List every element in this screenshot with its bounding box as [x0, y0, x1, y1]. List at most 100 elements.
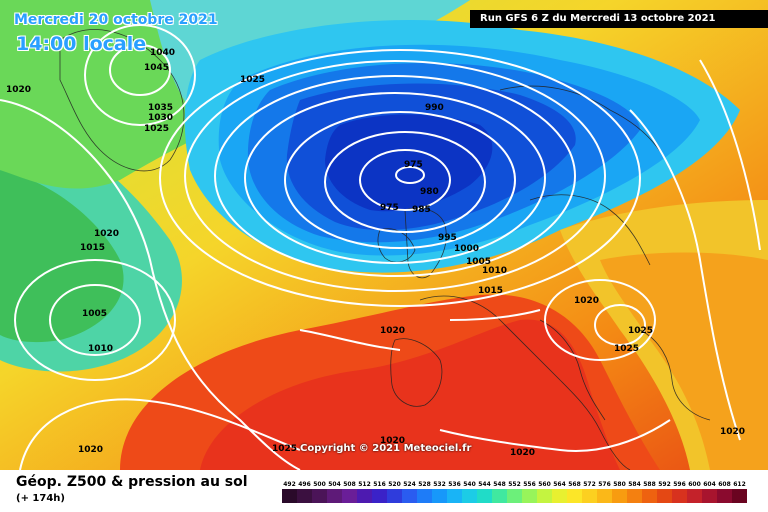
isobar-label: 1015: [80, 243, 105, 253]
isobar-label: 975: [404, 160, 423, 170]
scale-tick-label: 548: [493, 481, 506, 488]
scale-tick-label: 576: [598, 481, 611, 488]
scale-swatch: [657, 489, 672, 503]
scale-tick-label: 524: [403, 481, 416, 488]
scale-swatch: [462, 489, 477, 503]
color-scale: 492 496 500 504 508 512 516 520 524 528 532 536 540 5…: [282, 481, 747, 503]
scale-tick-label: 520: [388, 481, 401, 488]
scale-tick-label: 604: [703, 481, 716, 488]
scale-swatch: [672, 489, 687, 503]
scale-tick-label: 588: [643, 481, 656, 488]
scale-swatch: [492, 489, 507, 503]
scale-swatch: [597, 489, 612, 503]
isobar-label: 995: [438, 233, 457, 243]
scale-swatch: [717, 489, 732, 503]
scale-swatch: [282, 489, 297, 503]
isobar-label: 1020: [574, 296, 599, 306]
isobar-label: 1035: [148, 103, 173, 113]
scale-tick-label: 564: [553, 481, 566, 488]
scale-swatch: [732, 489, 747, 503]
isobar-label: 1005: [466, 257, 491, 267]
scale-tick-label: 504: [328, 481, 341, 488]
scale-swatch: [297, 489, 312, 503]
scale-swatch: [432, 489, 447, 503]
scale-swatch: [627, 489, 642, 503]
isobar-label: 1020: [510, 448, 535, 458]
east-orange: [600, 252, 768, 470]
scale-swatch: [702, 489, 717, 503]
scale-tick-label: 492: [283, 481, 296, 488]
isobar-label: 1020: [94, 229, 119, 239]
scale-tick-label: 608: [718, 481, 731, 488]
west-green-core: [0, 170, 124, 343]
scale-swatch: [567, 489, 582, 503]
scale-tick-label: 528: [418, 481, 431, 488]
scale-tick-label: 612: [733, 481, 746, 488]
isobar-label: 1005: [82, 309, 107, 319]
scale-tick-label: 540: [463, 481, 476, 488]
copyright-text: Copyright © 2021 Meteociel.fr: [300, 443, 472, 454]
scale-swatch: [417, 489, 432, 503]
scale-swatch: [582, 489, 597, 503]
isobar-label: 1020: [78, 445, 103, 455]
scale-swatch: [342, 489, 357, 503]
legend-title: Géop. Z500 & pression au sol: [16, 474, 248, 490]
isobar-label: 1040: [150, 48, 175, 58]
scale-swatch: [387, 489, 402, 503]
isobar-label: 1025: [614, 344, 639, 354]
forecast-date: Mercredi 20 octobre 2021: [14, 12, 218, 28]
scale-tick-label: 596: [673, 481, 686, 488]
run-info-banner: Run GFS 6 Z du Mercredi 13 octobre 2021: [470, 10, 768, 28]
isobar-label: 975: [380, 203, 399, 213]
scale-swatch: [522, 489, 537, 503]
isobar-label: 1020: [720, 427, 745, 437]
scale-swatch: [402, 489, 417, 503]
isobar-label: 990: [425, 103, 444, 113]
isobar-labels: 1040 1045 1035 1030 1025 1025 1020 990 9…: [6, 48, 745, 458]
scale-swatch: [507, 489, 522, 503]
isobars: [0, 24, 761, 470]
isobar-label: 1045: [144, 63, 169, 73]
scale-tick-label: 556: [523, 481, 536, 488]
scale-swatch: [477, 489, 492, 503]
legend-subtitle: (+ 174h): [16, 493, 65, 504]
scale-tick-label: 568: [568, 481, 581, 488]
scale-tick-label: 552: [508, 481, 521, 488]
scale-tick-label: 512: [358, 481, 371, 488]
scale-tick-label: 600: [688, 481, 701, 488]
scale-tick-label: 532: [433, 481, 446, 488]
scale-tick-label: 508: [343, 481, 356, 488]
scale-tick-label: 496: [298, 481, 311, 488]
isobar-label: 1015: [478, 286, 503, 296]
isobar-label: 1025: [144, 124, 169, 134]
scale-swatch: [327, 489, 342, 503]
scale-tick-label: 584: [628, 481, 641, 488]
isobar-label: 1000: [454, 244, 479, 254]
scale-swatch: [552, 489, 567, 503]
isobar-label: 1010: [482, 266, 507, 276]
scale-swatch: [312, 489, 327, 503]
isobar-label: 985: [412, 205, 431, 215]
scale-tick-label: 516: [373, 481, 386, 488]
scale-swatch: [372, 489, 387, 503]
scale-swatch: [642, 489, 657, 503]
isobar-label: 1010: [88, 344, 113, 354]
isobar-label: 1020: [380, 326, 405, 336]
scale-swatch: [612, 489, 627, 503]
scale-swatch: [447, 489, 462, 503]
scale-tick-label: 500: [313, 481, 326, 488]
isobar-label: 1025: [628, 326, 653, 336]
scale-tick-label: 580: [613, 481, 626, 488]
isobar-label: 980: [420, 187, 439, 197]
weather-map: 1040 1045 1035 1030 1025 1025 1020 990 9…: [0, 0, 768, 470]
forecast-time: 14:00 locale: [16, 33, 147, 55]
scale-tick-label: 536: [448, 481, 461, 488]
isobar-label: 1025: [240, 75, 265, 85]
south-red-core: [200, 319, 620, 470]
isobar-label: 1020: [6, 85, 31, 95]
isobar-label: 1020: [380, 436, 405, 446]
scale-tick-label: 592: [658, 481, 671, 488]
scale-swatch: [537, 489, 552, 503]
scale-tick-label: 544: [478, 481, 491, 488]
